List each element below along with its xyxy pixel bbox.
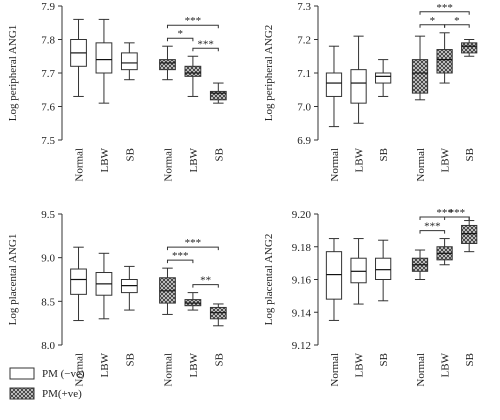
significance-bracket: [419, 230, 446, 234]
y-tick-label: 8.0: [41, 340, 55, 352]
y-axis-label: Log peripheral ANG2: [263, 25, 275, 122]
y-tick-label: 7.8: [41, 35, 55, 47]
significance-label: ***: [449, 207, 466, 219]
y-axis-label: Log placental ANG1: [7, 234, 19, 326]
x-tick-label: LBW: [188, 147, 200, 172]
y-tick-label: 9.14: [292, 307, 312, 319]
significance-bracket: [192, 47, 219, 52]
x-tick-label: SB: [124, 353, 136, 366]
legend-label: PM (−ve): [42, 368, 85, 380]
significance-label: **: [200, 275, 211, 287]
y-axis-label: Log peripheral ANG1: [7, 25, 19, 122]
y-tick-label: 7.9: [41, 1, 55, 13]
significance-label: ***: [436, 207, 453, 219]
box: [411, 59, 429, 94]
box: [350, 69, 367, 104]
x-tick-label: Normal: [74, 353, 86, 387]
significance-label: ***: [185, 237, 202, 249]
x-tick-label: Normal: [329, 148, 341, 182]
significance-bracket: [444, 24, 470, 28]
significance-label: ***: [436, 2, 453, 14]
y-tick-label: 7.7: [41, 68, 55, 80]
y-tick-label: 9.12: [292, 340, 311, 352]
significance-label: *: [454, 15, 460, 27]
x-tick-label: SB: [378, 148, 390, 161]
box: [184, 65, 202, 77]
box: [120, 52, 138, 71]
box: [95, 42, 113, 74]
legend-swatch: [9, 367, 35, 380]
x-tick-label: Normal: [415, 353, 427, 387]
x-tick-label: SB: [213, 353, 225, 366]
x-tick-label: Normal: [74, 148, 86, 182]
box: [325, 251, 343, 300]
x-tick-label: SB: [124, 148, 136, 161]
x-tick-label: LBW: [440, 352, 452, 377]
y-axis-label: Log placental ANG2: [263, 234, 275, 326]
x-tick-label: Normal: [162, 148, 174, 182]
y-tick-label: 8.5: [41, 296, 55, 308]
significance-label: ***: [172, 250, 189, 262]
y-tick-label: 9.5: [41, 209, 55, 221]
y-tick-label: 9.18: [292, 242, 312, 254]
legend-label: PM(+ve): [42, 388, 82, 400]
box: [375, 72, 392, 84]
x-tick-label: Normal: [415, 148, 427, 182]
y-tick-label: 7.2: [297, 35, 311, 47]
box: [159, 59, 176, 71]
x-tick-label: SB: [464, 148, 476, 161]
box: [209, 90, 227, 101]
x-tick-label: LBW: [99, 352, 111, 377]
x-tick-label: LBW: [354, 352, 366, 377]
x-tick-label: LBW: [99, 147, 111, 172]
y-tick-label: 9.0: [41, 253, 55, 265]
y-tick-label: 9.16: [292, 275, 312, 287]
significance-label: *: [177, 28, 183, 40]
x-tick-label: Normal: [162, 353, 174, 387]
y-tick-label: 7.3: [297, 1, 311, 13]
y-tick-label: 9.20: [292, 209, 312, 221]
significance-bracket: [419, 11, 470, 15]
x-tick-label: LBW: [354, 147, 366, 172]
box: [461, 42, 478, 54]
x-tick-label: Normal: [329, 353, 341, 387]
significance-bracket: [419, 216, 470, 220]
significance-label: *: [430, 15, 436, 27]
box: [350, 257, 367, 284]
y-tick-label: 7.1: [297, 68, 311, 80]
box: [461, 224, 478, 244]
box: [436, 49, 453, 74]
significance-label: ***: [424, 221, 441, 233]
significance-bracket: [192, 284, 219, 288]
significance-label: ***: [197, 38, 214, 50]
significance-bracket: [166, 259, 194, 264]
box: [70, 268, 87, 295]
x-tick-label: LBW: [188, 352, 200, 377]
x-tick-label: SB: [378, 353, 390, 366]
y-tick-label: 7.0: [297, 102, 311, 114]
x-tick-label: LBW: [440, 147, 452, 172]
y-tick-label: 7.6: [41, 102, 55, 114]
significance-label: ***: [185, 15, 202, 27]
significance-bracket: [166, 24, 219, 29]
y-tick-label: 6.9: [297, 135, 311, 147]
box: [325, 72, 343, 97]
x-tick-label: SB: [213, 148, 225, 161]
significance-bracket: [166, 37, 194, 42]
box: [375, 257, 392, 280]
significance-bracket: [166, 246, 219, 251]
y-tick-label: 7.5: [41, 135, 55, 147]
x-tick-label: SB: [464, 353, 476, 366]
legend-swatch: [9, 387, 35, 400]
